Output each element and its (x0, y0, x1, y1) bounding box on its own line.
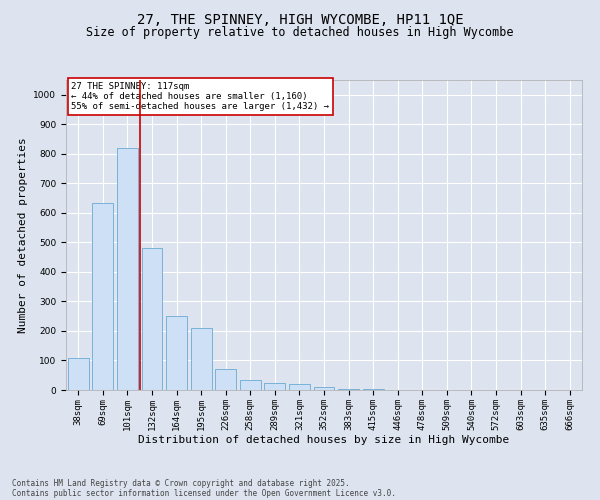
Bar (314, 387, 334, 390)
Bar (92, 202, 113, 390)
Bar (289, 384, 310, 390)
Y-axis label: Number of detached properties: Number of detached properties (18, 137, 28, 333)
Text: 27, THE SPINNEY, HIGH WYCOMBE, HP11 1QE: 27, THE SPINNEY, HIGH WYCOMBE, HP11 1QE (137, 12, 463, 26)
Bar (265, 382, 286, 390)
Text: Contains public sector information licensed under the Open Government Licence v3: Contains public sector information licen… (12, 488, 396, 498)
Bar (240, 380, 261, 390)
Bar (191, 328, 212, 390)
Bar (117, 148, 138, 390)
Bar (215, 370, 236, 390)
Text: 27 THE SPINNEY: 117sqm
← 44% of detached houses are smaller (1,160)
55% of semi-: 27 THE SPINNEY: 117sqm ← 44% of detached… (71, 82, 329, 112)
Text: Size of property relative to detached houses in High Wycombe: Size of property relative to detached ho… (86, 26, 514, 39)
Bar (338, 388, 359, 390)
X-axis label: Distribution of detached houses by size in High Wycombe: Distribution of detached houses by size … (139, 436, 509, 446)
Bar (142, 248, 163, 390)
Text: Contains HM Land Registry data © Crown copyright and database right 2025.: Contains HM Land Registry data © Crown c… (12, 478, 350, 488)
Bar (166, 316, 187, 390)
Bar (362, 389, 383, 390)
Bar (68, 358, 89, 390)
